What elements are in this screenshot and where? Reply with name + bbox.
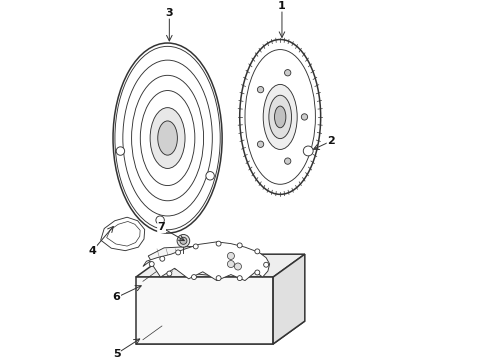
Ellipse shape [150,108,185,168]
Circle shape [160,256,165,261]
Polygon shape [273,254,305,344]
Circle shape [116,147,124,155]
Polygon shape [136,277,273,344]
Ellipse shape [301,114,308,120]
Circle shape [180,237,187,244]
Polygon shape [101,217,145,251]
Circle shape [234,263,242,270]
Ellipse shape [257,86,264,93]
Circle shape [255,270,260,275]
Polygon shape [136,254,305,277]
Circle shape [255,249,260,254]
Circle shape [237,276,242,280]
Circle shape [303,146,313,156]
Circle shape [192,275,196,279]
Ellipse shape [274,106,286,128]
Circle shape [227,261,234,267]
Ellipse shape [269,95,292,139]
Text: 6: 6 [113,292,121,302]
Circle shape [167,271,172,276]
Circle shape [216,276,221,280]
Text: 4: 4 [89,246,97,256]
Circle shape [206,172,214,180]
Text: 3: 3 [166,8,173,18]
Circle shape [177,234,190,247]
Circle shape [227,252,234,260]
Circle shape [193,244,198,249]
Ellipse shape [240,40,320,194]
Text: 7: 7 [158,222,166,233]
Polygon shape [148,247,250,276]
Ellipse shape [285,69,291,76]
Circle shape [264,262,269,267]
Circle shape [237,243,242,248]
Ellipse shape [113,43,222,233]
Text: 2: 2 [327,136,335,146]
Ellipse shape [158,121,177,155]
Ellipse shape [257,141,264,147]
Text: 5: 5 [113,349,121,359]
Circle shape [216,241,221,246]
Ellipse shape [263,84,297,149]
Circle shape [149,262,154,266]
Circle shape [156,216,164,224]
Circle shape [176,250,181,255]
Text: 1: 1 [278,1,286,11]
Polygon shape [136,321,305,344]
Ellipse shape [285,158,291,164]
Polygon shape [143,242,270,280]
